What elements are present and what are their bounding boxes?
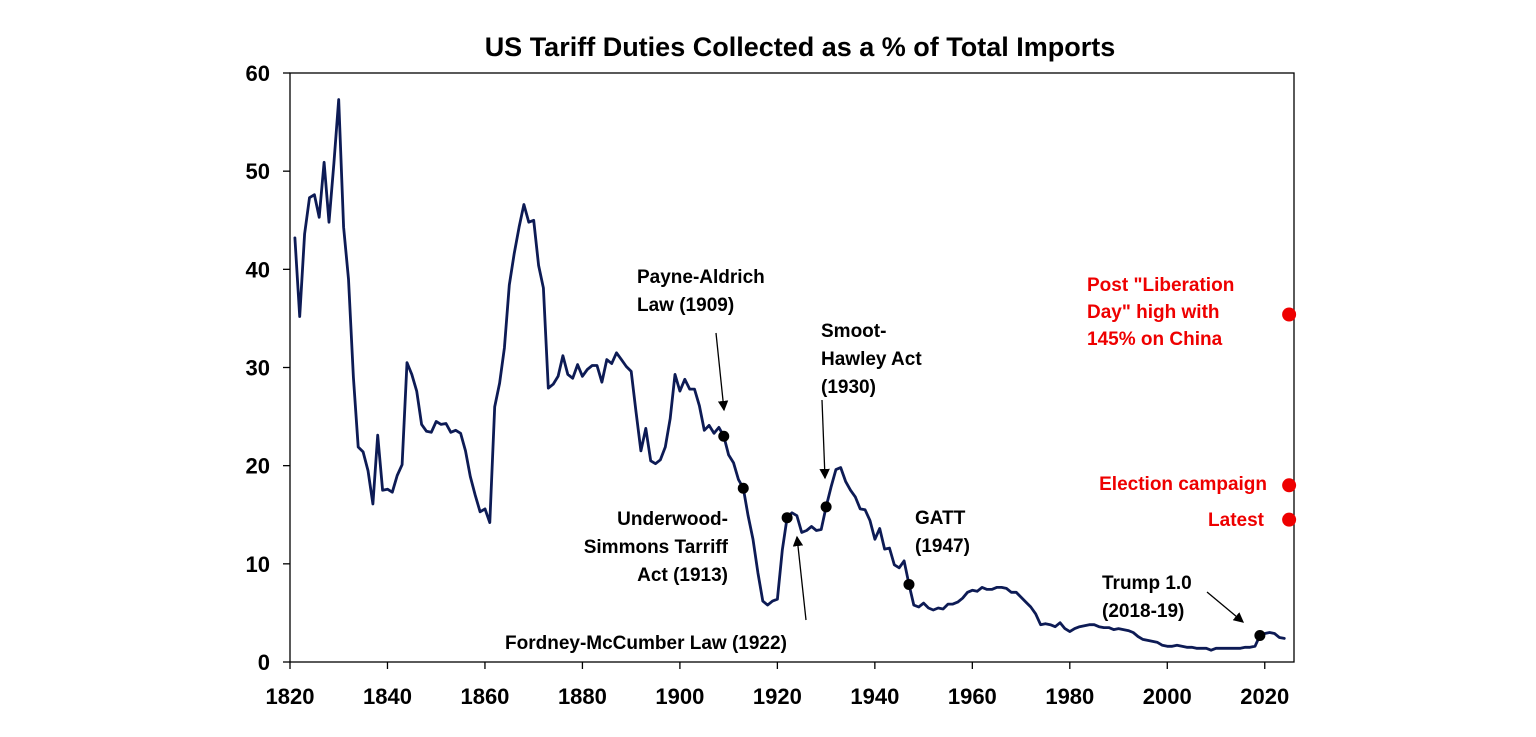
- annotation-election: Election campaign: [1099, 474, 1267, 495]
- annotation-trump: Trump 1.0: [1102, 573, 1192, 594]
- highlight-points: [1282, 307, 1297, 527]
- x-tick-label: 1900: [655, 684, 704, 709]
- annotation-smoot: Hawley Act: [821, 349, 922, 370]
- x-tick-label: 1960: [948, 684, 997, 709]
- highlight-point: [1282, 307, 1297, 322]
- annotation-liberation: Post "Liberation: [1087, 275, 1234, 296]
- annotation-underwood: Underwood-: [617, 509, 728, 530]
- y-tick-label: 0: [258, 650, 270, 675]
- annotation-underwood: Act (1913): [637, 565, 728, 586]
- highlight-point: [1282, 512, 1297, 527]
- event-marker: [820, 501, 832, 513]
- annotation-payne: Law (1909): [637, 295, 734, 316]
- y-tick-label: 20: [246, 454, 270, 479]
- annotation-latest: Latest: [1208, 510, 1265, 531]
- highlight-point: [1282, 478, 1297, 493]
- x-tick-label: 1920: [753, 684, 802, 709]
- x-tick-label: 2000: [1143, 684, 1192, 709]
- x-tick-label: 1980: [1045, 684, 1094, 709]
- annotation-fordney: Fordney-McCumber Law (1922): [505, 633, 787, 654]
- annotation-underwood: Simmons Tarriff: [584, 537, 729, 558]
- annotation-liberation: Day" high with: [1087, 302, 1220, 323]
- axes: [283, 72, 1295, 669]
- event-markers: [718, 430, 1266, 641]
- annotation-smoot: (1930): [821, 377, 876, 398]
- y-tick-label: 40: [246, 257, 270, 282]
- annotation-smoot: Smoot-: [821, 321, 886, 342]
- chart-title: US Tariff Duties Collected as a % of Tot…: [485, 32, 1116, 62]
- annotation-arrows: [715, 332, 1244, 623]
- event-marker: [903, 578, 915, 590]
- event-marker: [781, 512, 793, 524]
- event-marker: [1254, 629, 1266, 641]
- x-tick-label: 1840: [363, 684, 412, 709]
- annotation-payne: Payne-Aldrich: [637, 267, 765, 288]
- arrow-payne: [715, 332, 729, 412]
- y-tick-label: 50: [246, 159, 270, 184]
- y-tick-label: 30: [246, 356, 270, 381]
- y-tick-label: 60: [246, 61, 270, 86]
- event-marker: [737, 482, 749, 494]
- annotation-liberation: 145% on China: [1087, 329, 1223, 350]
- arrow-trump: [1206, 591, 1244, 623]
- annotation-gatt: (1947): [915, 536, 970, 557]
- annotation-gatt: GATT: [915, 508, 966, 529]
- event-marker: [718, 430, 730, 442]
- x-tick-label: 1880: [558, 684, 607, 709]
- series-line: [293, 98, 1286, 652]
- x-tick-label: 1820: [266, 684, 315, 709]
- series-group: [293, 98, 1286, 652]
- arrow-smoot: [819, 399, 830, 480]
- tick-labels: 0 10 20 30 40 50 60 1820 1840 1860 1880 1900 1920 194…: [246, 61, 1290, 709]
- annotation-trump: (2018-19): [1102, 601, 1184, 622]
- annotations: Payne-Aldrich Law (1909) Smoot- Hawley Act (…: [505, 267, 1267, 654]
- x-tick-label: 1860: [460, 684, 509, 709]
- y-tick-label: 10: [246, 552, 270, 577]
- x-tick-label: 1940: [850, 684, 899, 709]
- arrow-fordney: [792, 535, 807, 621]
- x-tick-label: 2020: [1240, 684, 1289, 709]
